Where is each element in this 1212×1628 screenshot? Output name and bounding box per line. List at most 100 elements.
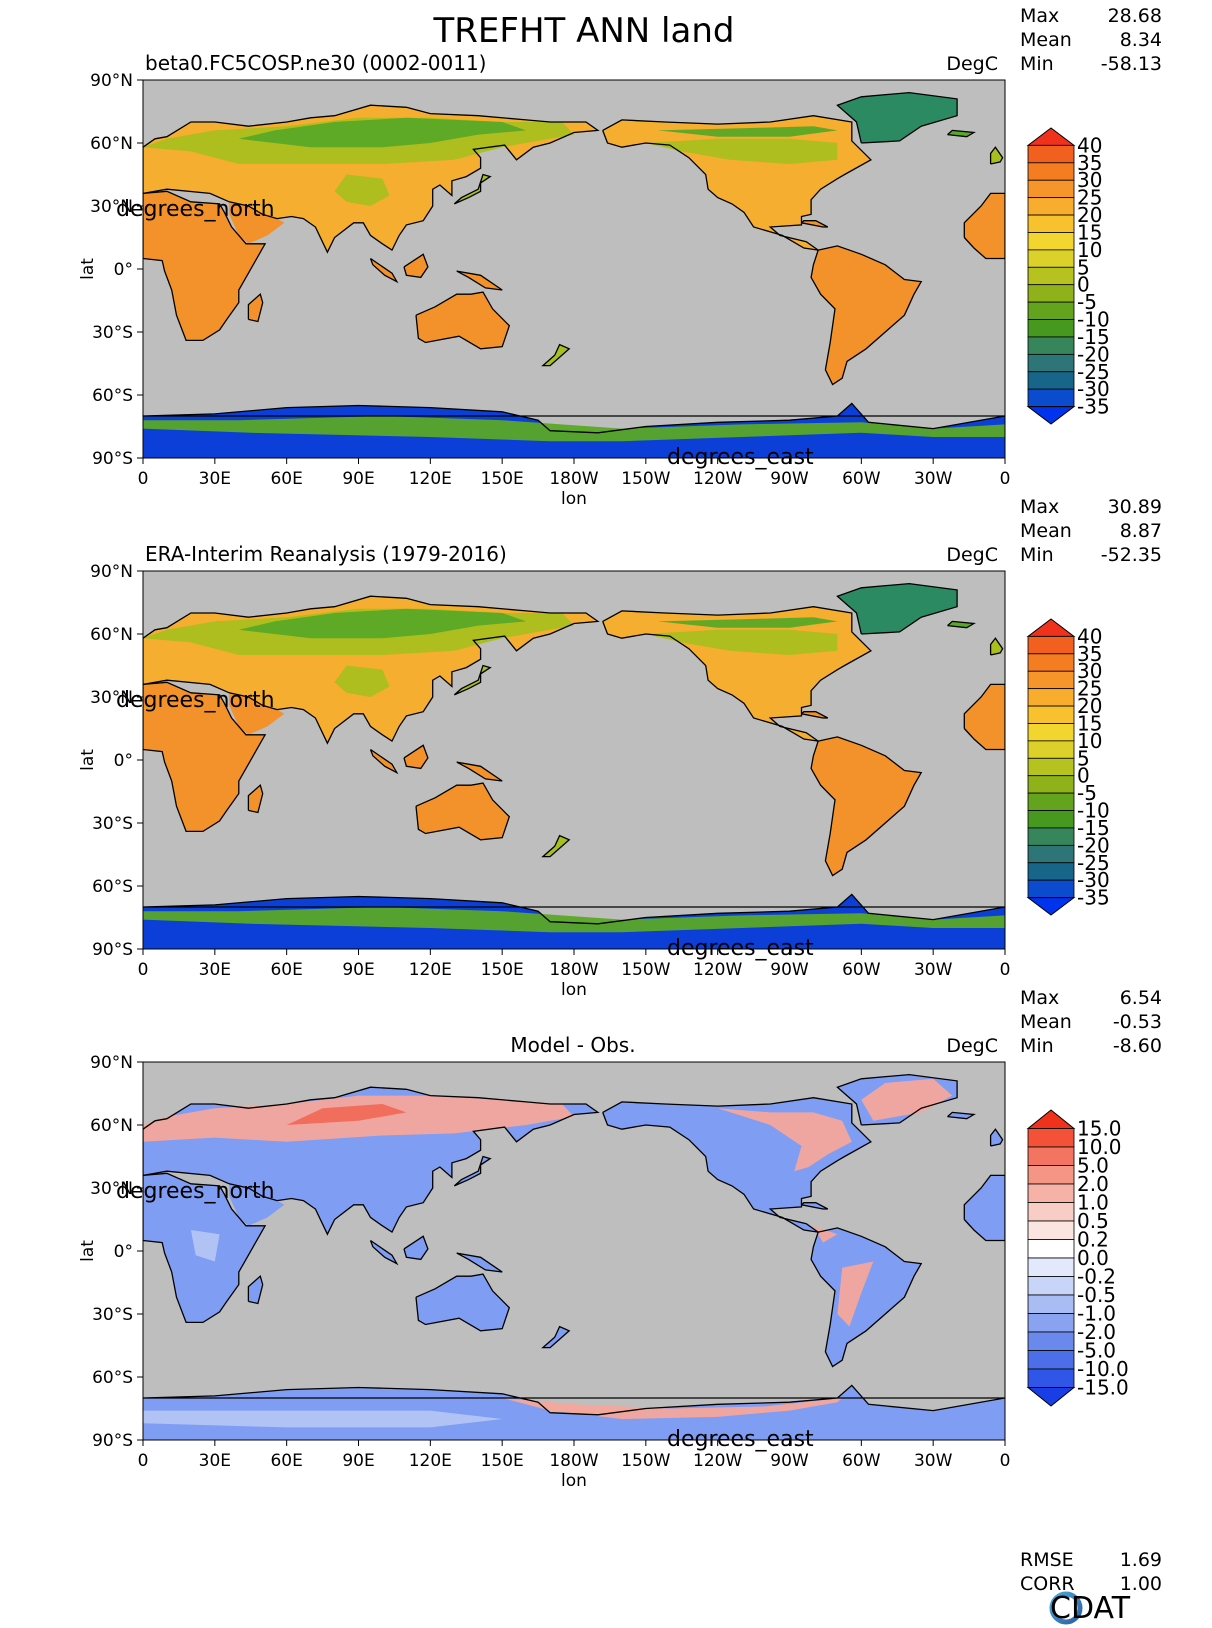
y-tick-label: 90°S <box>92 1431 133 1451</box>
colorbar-label: -35 <box>1077 395 1110 419</box>
y-tick-label: 0° <box>114 260 133 280</box>
colorbar-label: -20 <box>1077 342 1110 366</box>
coast-iceland <box>947 1111 976 1120</box>
x-tick-label: 0 <box>1000 960 1011 980</box>
x-tick-label: 120E <box>409 469 452 489</box>
x-tick-label: 60E <box>270 960 302 980</box>
x-tick-label: 0 <box>138 960 149 980</box>
field-region <box>286 1104 407 1125</box>
colorbar-segment <box>1027 670 1075 690</box>
colorbar-label: 5 <box>1077 255 1090 279</box>
colorbar-segment <box>1027 1183 1075 1203</box>
colorbar-segment <box>1027 1331 1075 1351</box>
panel-title: beta0.FC5COSP.ne30 (0002-0011) <box>145 51 486 75</box>
colorbar-label: -5.0 <box>1077 1339 1116 1363</box>
colorbar-label: 1.0 <box>1077 1191 1109 1215</box>
x-tick-label: 60W <box>842 960 881 980</box>
y-axis-label: lat <box>78 258 98 280</box>
units-label: DegC <box>946 1035 998 1057</box>
stat-label-mean: Mean <box>1020 29 1072 51</box>
coast-newzealand <box>541 343 571 367</box>
colorbar-segment <box>1027 1128 1075 1148</box>
land-australia <box>416 1274 510 1331</box>
x-tick-label: 120W <box>693 960 742 980</box>
coast-australia <box>415 782 511 841</box>
land-west_africa <box>964 684 1005 750</box>
field-region <box>813 1225 838 1243</box>
y-tick-label: 30°N <box>90 688 133 708</box>
colorbar-label: -30 <box>1077 377 1110 401</box>
units-label: DegC <box>946 544 998 566</box>
logo-text: CDAT <box>1050 1591 1131 1626</box>
coast-madagascar <box>247 293 264 323</box>
coast-antarctica <box>143 893 1005 925</box>
stat-value-max: 28.68 <box>1108 5 1162 27</box>
x-tick-label: 150W <box>621 960 670 980</box>
colorbar-segment <box>1027 740 1075 759</box>
colorbar-top-triangle <box>1026 618 1076 637</box>
colorbar-segment <box>1027 844 1075 864</box>
panel-1: beta0.FC5COSP.ne30 (0002-0011) DegC Max 28.… <box>78 5 1162 509</box>
coast-north_america <box>602 1097 872 1233</box>
colorbar-label: 35 <box>1077 151 1102 175</box>
colorbar-label: 25 <box>1077 186 1102 210</box>
colorbar-label: 20 <box>1077 694 1102 718</box>
coast-uk <box>989 637 1004 656</box>
colorbar-segment <box>1027 197 1075 216</box>
colorbar-label: 0.5 <box>1077 1209 1109 1233</box>
colorbar-segment <box>1027 1368 1075 1388</box>
y-tick-label: 90°N <box>90 1053 133 1073</box>
corr-value: 1.00 <box>1120 1573 1162 1595</box>
coastlines <box>143 91 1005 434</box>
y-units-label: degrees_north <box>116 1179 275 1204</box>
colorbar-label: -2.0 <box>1077 1320 1116 1344</box>
panel-title: ERA-Interim Reanalysis (1979-2016) <box>145 542 507 566</box>
coast-cuba <box>801 220 829 228</box>
colorbar-label: -10 <box>1077 799 1110 823</box>
land-newguinea <box>456 762 503 781</box>
colorbar-label: 30 <box>1077 168 1102 192</box>
field-region <box>837 1261 874 1327</box>
y-tick-label: 60°N <box>90 1116 133 1136</box>
x-tick-label: 0 <box>138 469 149 489</box>
x-tick-label: 30W <box>914 469 953 489</box>
field-region <box>334 174 390 206</box>
land-arabia_fill <box>229 1183 285 1226</box>
colorbar-segment <box>1027 319 1075 338</box>
colorbar-label: 15 <box>1077 220 1102 244</box>
colorbar-segment <box>1027 1276 1075 1296</box>
x-tick-label: 90W <box>770 960 809 980</box>
x-tick-label: 30E <box>199 469 231 489</box>
colorbar-label: 40 <box>1077 624 1102 648</box>
colorbar-segment <box>1027 249 1075 268</box>
stat-label-min: Min <box>1020 544 1054 566</box>
coast-cuba <box>801 1202 829 1210</box>
x-tick-label: 0 <box>138 1451 149 1471</box>
land-arabia_fill <box>229 201 285 244</box>
colorbar-label: 0 <box>1077 273 1090 297</box>
colorbar-segment <box>1027 371 1075 390</box>
colorbar-segment <box>1027 723 1075 742</box>
land-cuba <box>801 1202 828 1209</box>
field-region <box>143 416 1005 442</box>
corr-label: CORR <box>1020 1573 1075 1595</box>
stat-label-max: Max <box>1020 496 1059 518</box>
land-australia <box>416 783 510 840</box>
field-region <box>861 1078 953 1121</box>
coast-greenland <box>836 582 958 635</box>
field-region <box>717 1108 852 1172</box>
y-tick-label: 60°S <box>92 877 133 897</box>
y-axis-label: lat <box>78 1240 98 1262</box>
land-cuba <box>801 220 828 227</box>
field-region <box>645 138 838 164</box>
coast-cuba <box>801 711 829 719</box>
land-south_america <box>811 1227 922 1367</box>
x-tick-label: 120W <box>693 1451 742 1471</box>
colorbar-segment <box>1027 1239 1075 1259</box>
x-tick-label: 150E <box>481 1451 524 1471</box>
colorbar-label: 5.0 <box>1077 1154 1109 1178</box>
colorbar-label: 25 <box>1077 677 1102 701</box>
coast-newzealand <box>541 834 571 858</box>
coast-borneo <box>403 253 429 279</box>
